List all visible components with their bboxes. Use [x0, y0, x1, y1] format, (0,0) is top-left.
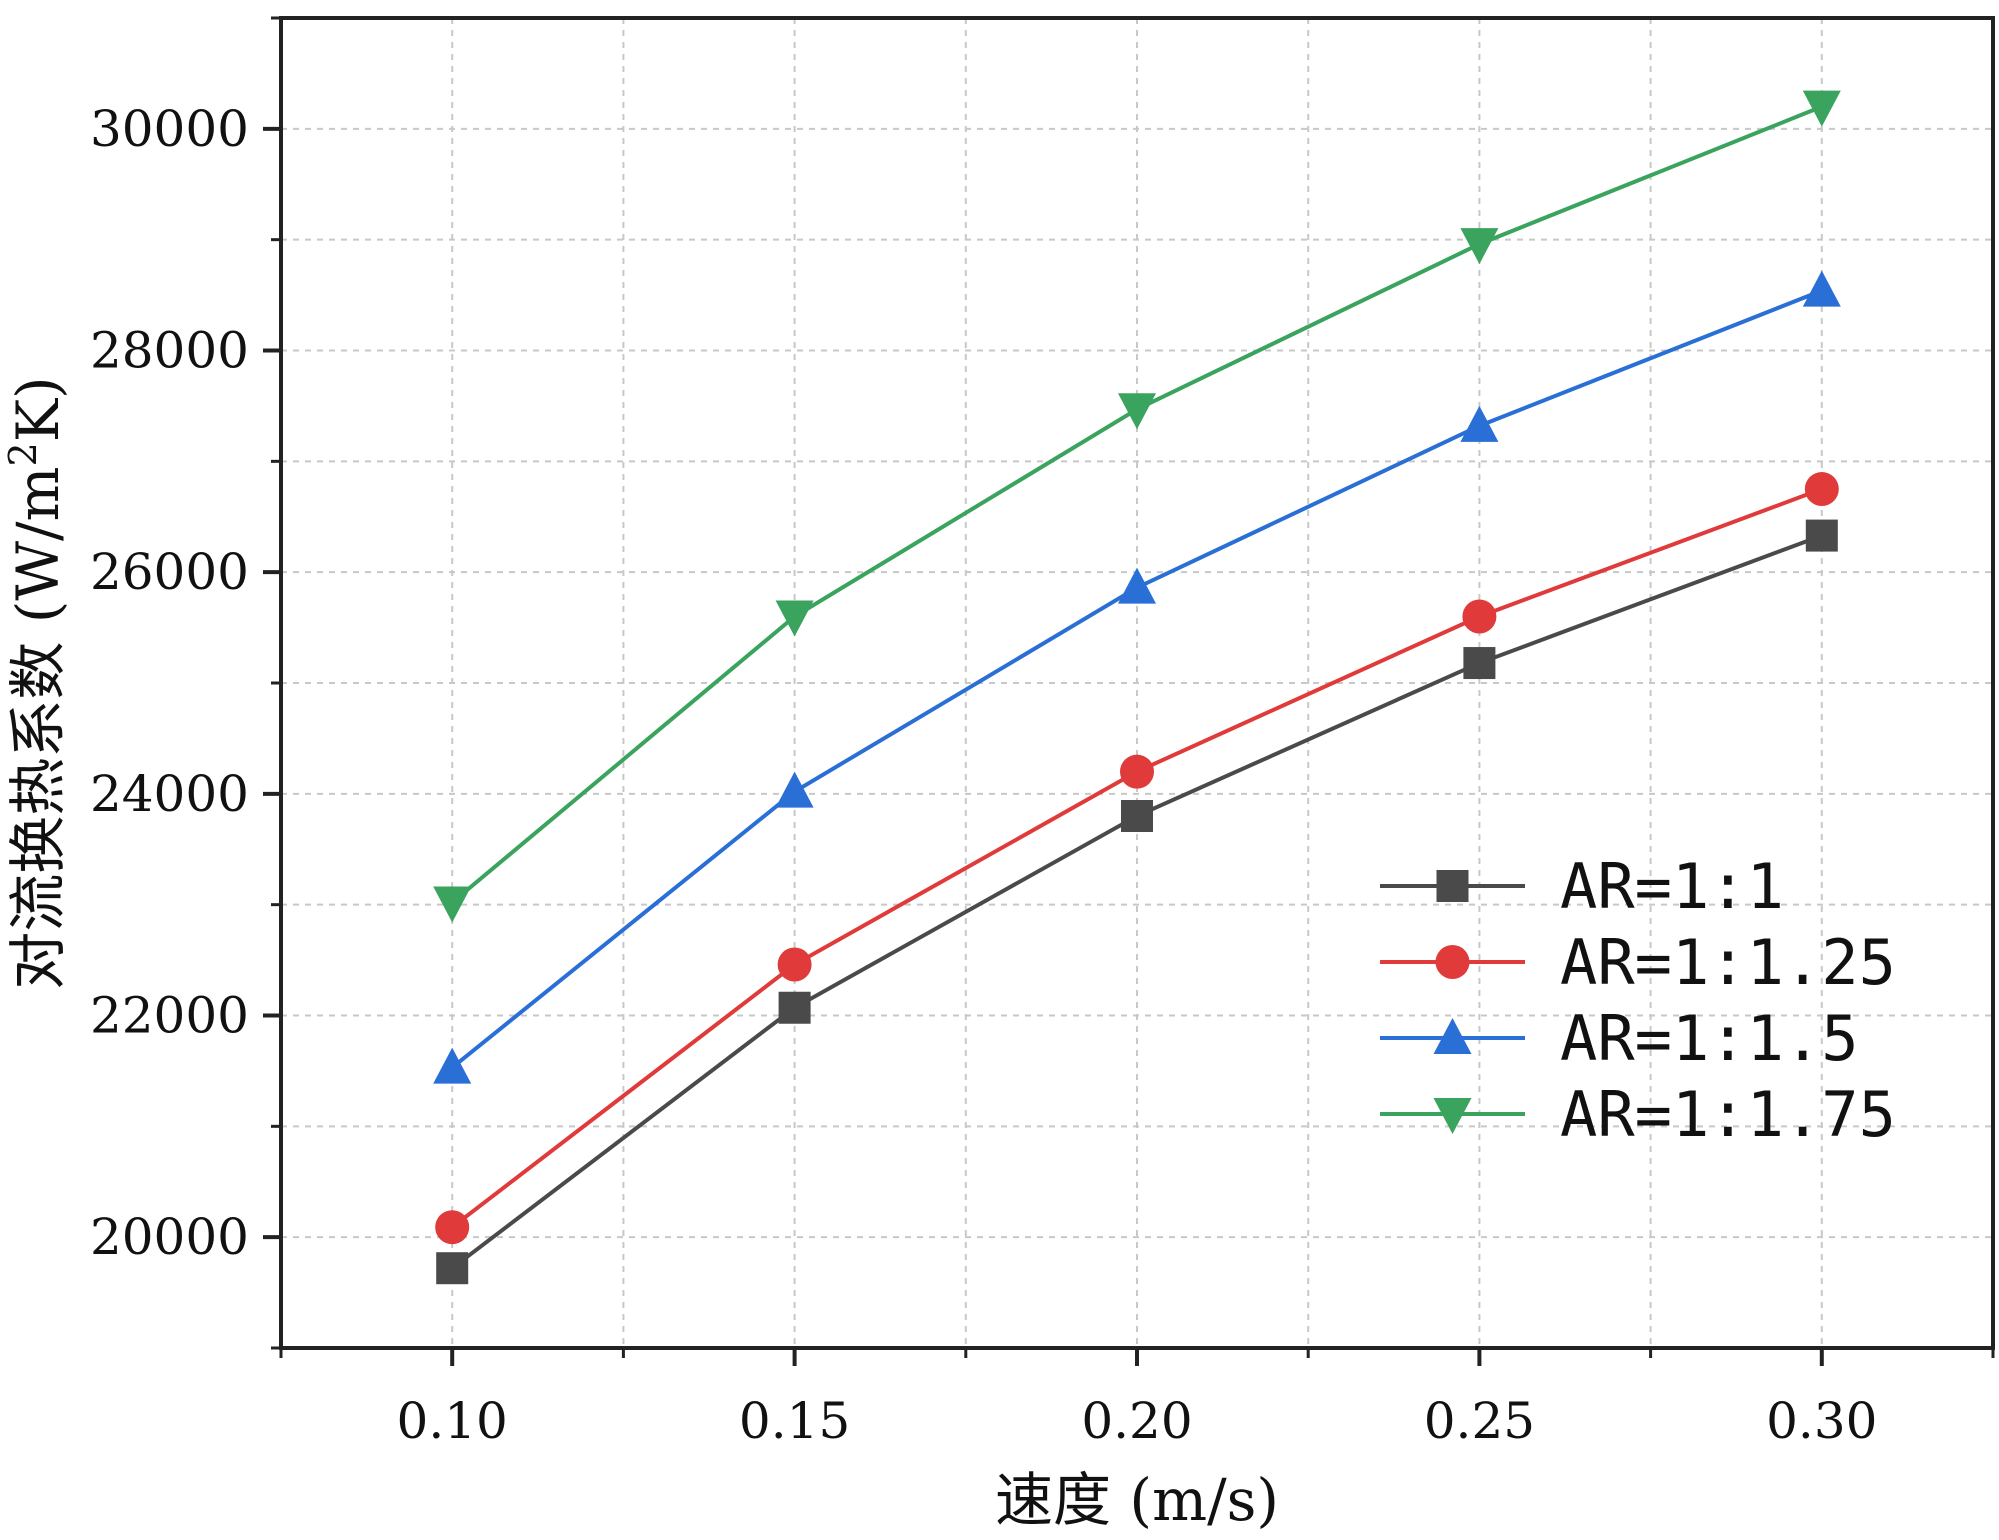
- y-tick-labels: 20000 22000 24000 26000 28000 30000: [90, 100, 249, 1266]
- x-tick-label: 0.15: [739, 1392, 850, 1450]
- data-point: [775, 600, 814, 637]
- x-tick-label: 0.20: [1081, 1392, 1192, 1450]
- legend-label: AR=1:1.25: [1560, 926, 1896, 999]
- legend-marker: [1436, 870, 1469, 902]
- data-point: [1804, 472, 1839, 507]
- data-point: [1118, 393, 1156, 430]
- data-point: [1805, 519, 1838, 552]
- x-tick-labels: 0.10 0.15 0.20 0.25 0.30: [397, 1392, 1878, 1450]
- series-4: [433, 90, 1841, 923]
- legend-item: AR=1:1.5: [1380, 1002, 1859, 1075]
- data-point: [1121, 800, 1153, 832]
- data-point: [435, 1210, 470, 1245]
- axis-ticks: [263, 16, 1995, 1366]
- y-axis-title: 对流换热系数 (W/m2K): [1, 376, 72, 989]
- data-point: [433, 1047, 472, 1084]
- data-point: [1460, 405, 1499, 442]
- legend-marker: [1435, 945, 1470, 979]
- series-1: [436, 519, 1838, 1285]
- data-point: [1460, 228, 1499, 265]
- legend-marker: [1433, 1098, 1472, 1134]
- y-tick-label: 28000: [90, 322, 249, 380]
- series: [433, 90, 1841, 1285]
- y-axis-title-superscript: 2: [1, 442, 45, 466]
- y-axis-title-main: 对流换热系数 (W/m: [4, 466, 72, 989]
- data-point: [1120, 754, 1154, 789]
- series-2: [435, 472, 1839, 1245]
- data-point: [777, 947, 812, 982]
- legend-label: AR=1:1.75: [1560, 1078, 1896, 1151]
- y-tick-label: 30000: [90, 100, 249, 158]
- data-point: [1118, 567, 1156, 604]
- data-point: [775, 771, 814, 808]
- y-tick-label: 24000: [90, 765, 249, 823]
- y-tick-label: 22000: [90, 987, 249, 1045]
- legend-marker: [1433, 1018, 1472, 1054]
- data-point: [1802, 90, 1841, 127]
- x-tick-label: 0.25: [1424, 1392, 1535, 1450]
- data-point: [1802, 270, 1841, 307]
- legend-item: AR=1:1.25: [1380, 926, 1896, 999]
- legend-label: AR=1:1: [1560, 850, 1784, 923]
- legend-item: AR=1:1: [1380, 850, 1784, 923]
- data-point: [433, 886, 472, 923]
- x-tick-label: 0.10: [397, 1392, 508, 1450]
- x-axis-title: 速度 (m/s): [995, 1466, 1279, 1534]
- data-point: [1462, 599, 1497, 634]
- data-point: [436, 1252, 469, 1285]
- legend-label: AR=1:1.5: [1560, 1002, 1859, 1075]
- y-tick-label: 26000: [90, 543, 249, 601]
- data-point: [1463, 647, 1496, 680]
- series-3: [433, 270, 1841, 1084]
- data-point: [778, 991, 811, 1024]
- y-axis-title-tail: K): [4, 376, 72, 442]
- legend-item: AR=1:1.75: [1380, 1078, 1896, 1151]
- x-tick-label: 0.30: [1766, 1392, 1877, 1450]
- y-tick-label: 20000: [90, 1208, 249, 1266]
